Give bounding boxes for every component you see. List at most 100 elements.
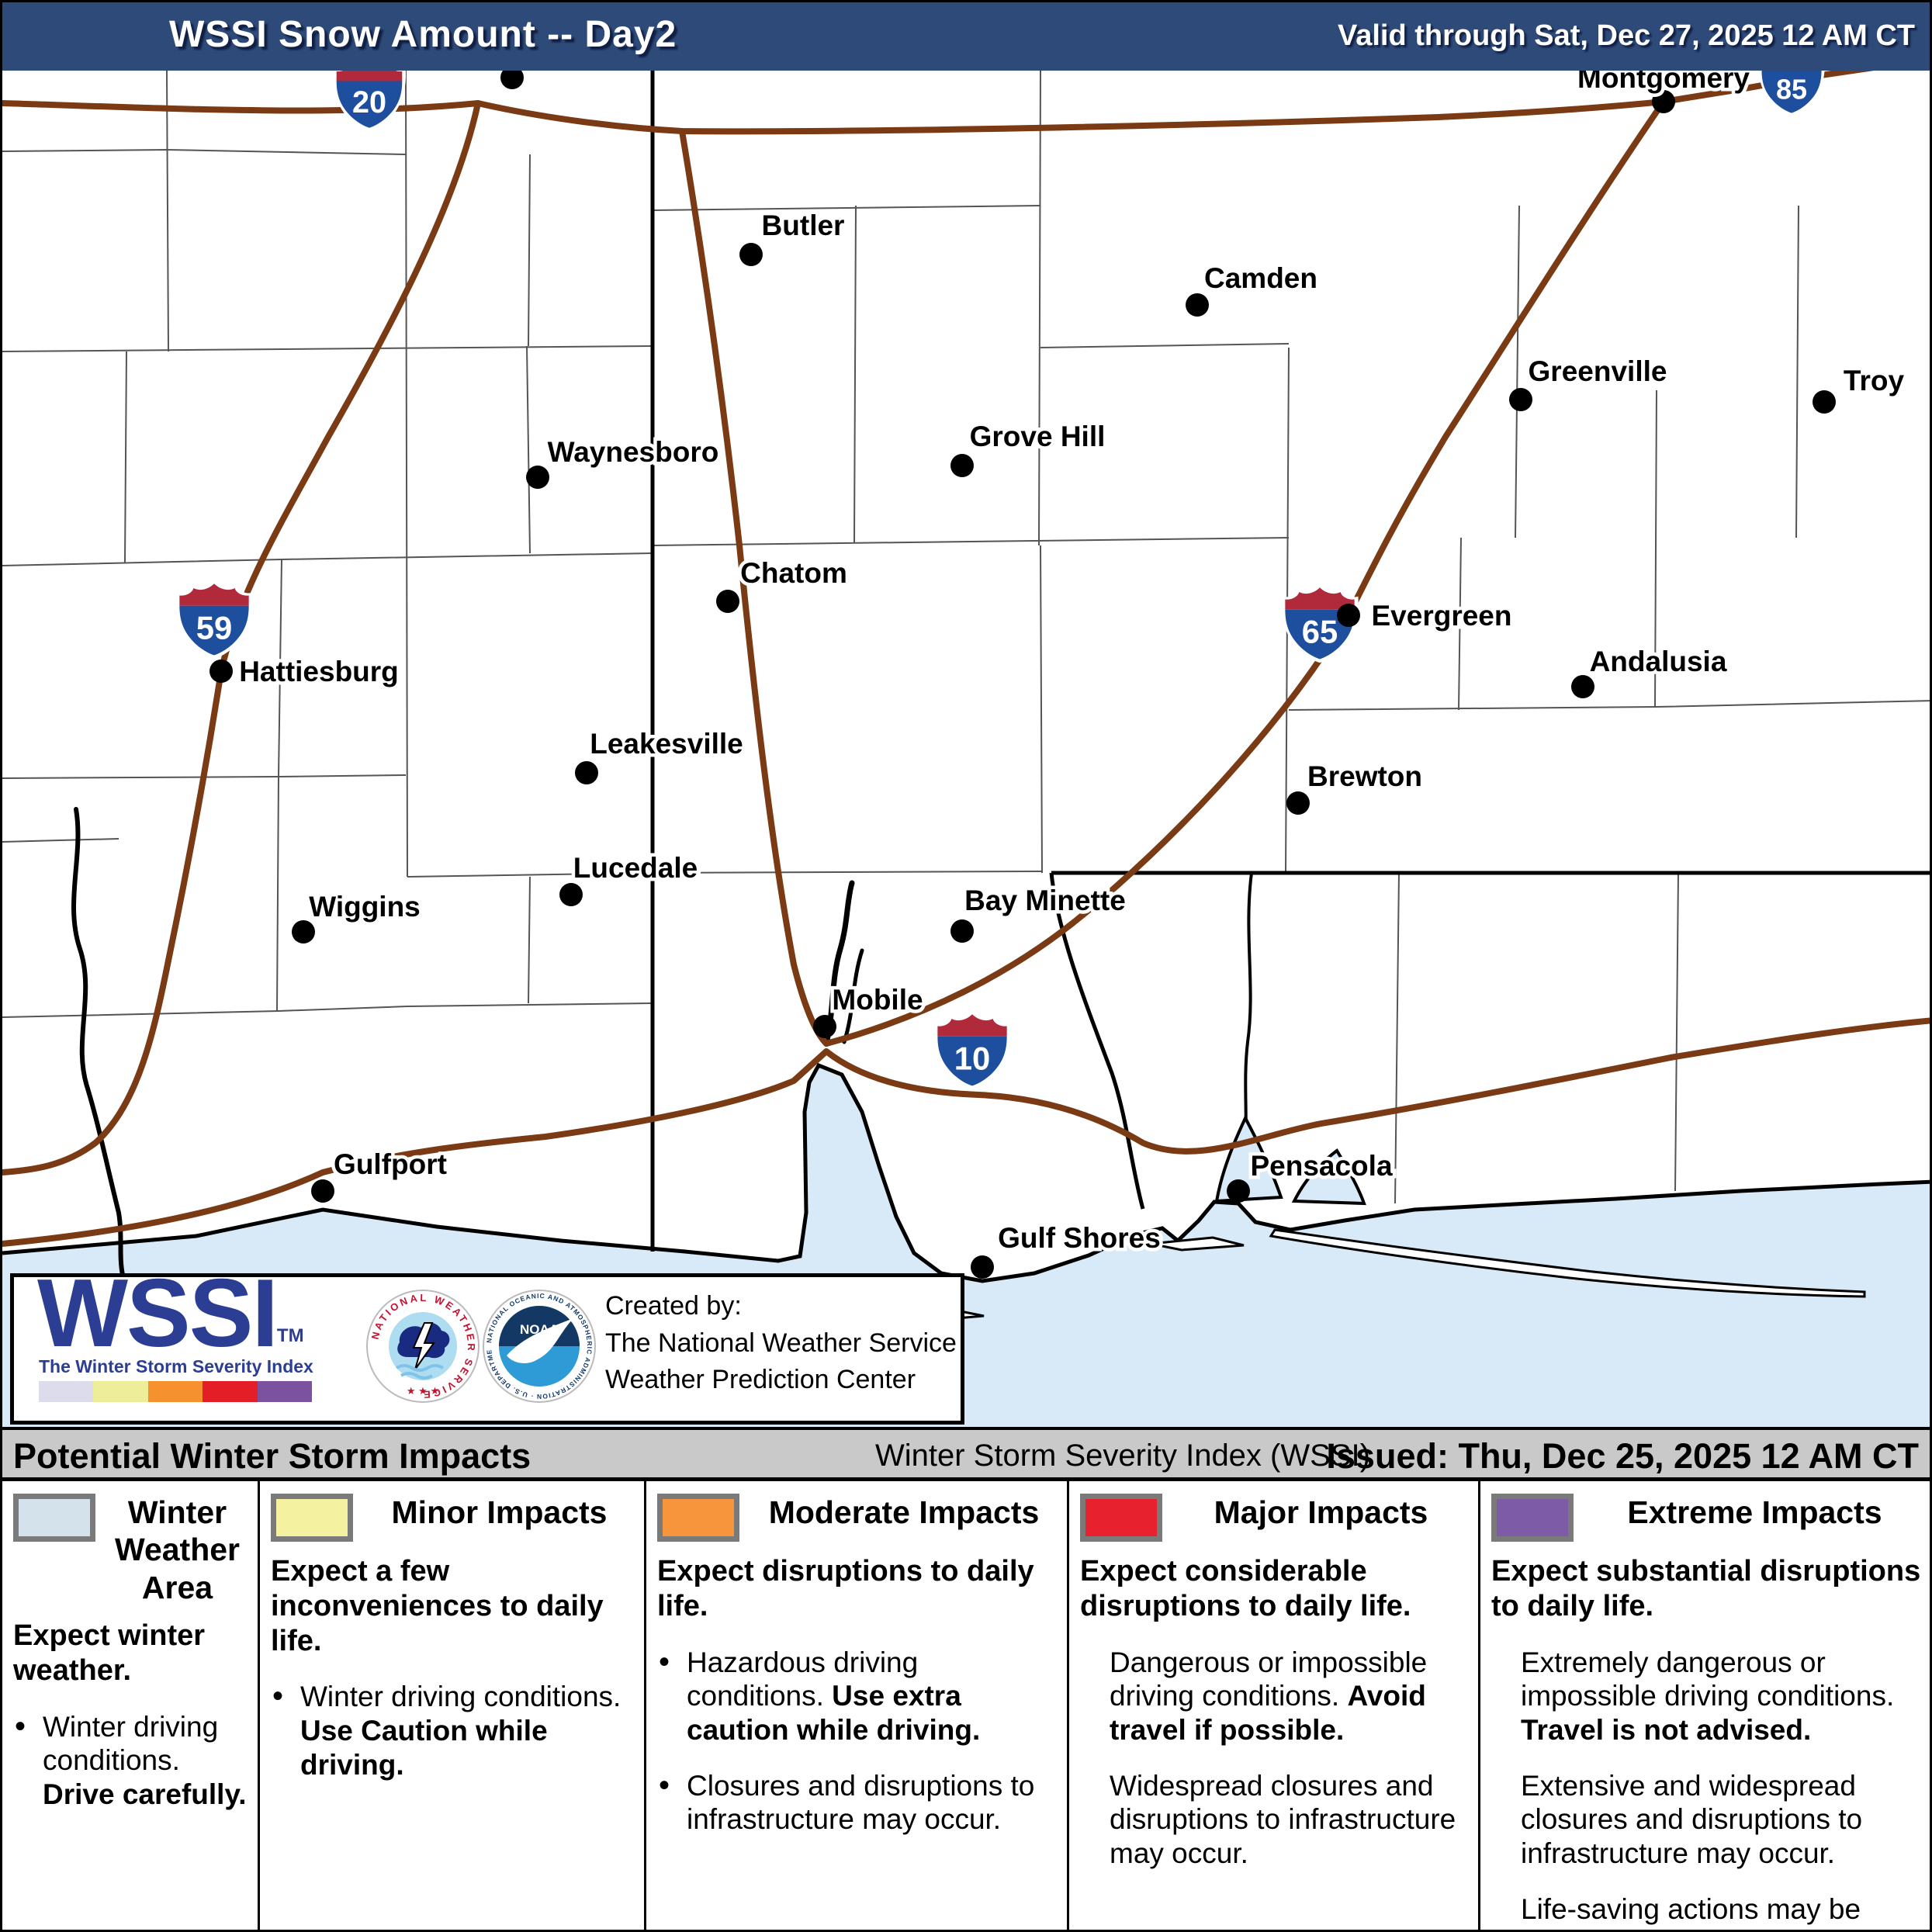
city-label: Mobile <box>832 984 923 1016</box>
status-bar-subtitle: Winter Storm Severity Index (WSSI) <box>875 1439 1370 1473</box>
status-bar-title: Potential Winter Storm Impacts <box>13 1436 531 1476</box>
moderate-impacts-swatch <box>657 1494 739 1542</box>
legend-items: Extremely dangerous or impossible drivin… <box>1487 1646 1930 1930</box>
interstate-59-shield: 59 <box>175 580 253 660</box>
city-label: Andalusia <box>1590 646 1727 677</box>
legend-title: Moderate Impacts <box>768 1494 1040 1530</box>
city-dot <box>209 660 233 683</box>
wssi-wordmark: WSSITM <box>37 1260 304 1367</box>
extreme-impacts-swatch <box>1491 1494 1574 1542</box>
legend-item: Widespread closures and disruptions to i… <box>1110 1769 1456 1869</box>
legend-title: Major Impacts <box>1214 1494 1428 1530</box>
city-label: Bay Minette <box>964 885 1126 916</box>
city-label: Pensacola <box>1250 1150 1392 1182</box>
legend-item: Life-saving actions may be needed. <box>1521 1892 1861 1930</box>
city-label: Grove Hill <box>970 421 1106 452</box>
nws-logo: NATIONAL WEATHER SERVICE ★ ★ ★ <box>366 1290 480 1403</box>
city-label: Butler <box>762 209 845 241</box>
nws-stars: ★ ★ ★ <box>407 1385 439 1397</box>
city-dot <box>716 590 739 613</box>
city-dot <box>971 1255 994 1279</box>
wssi-tagline: The Winter Storm Severity Index <box>39 1356 313 1376</box>
legend-summary: Expect winter weather. <box>13 1619 206 1687</box>
interstate-65-shield: 65 <box>1281 583 1359 663</box>
wssi-logo-box: WSSITM The Winter Storm Severity Index N… <box>10 1260 964 1425</box>
city-dot <box>311 1179 334 1203</box>
legend-title: Extreme Impacts <box>1627 1494 1882 1530</box>
legend-items: • Winter driving conditions. Use Caution … <box>266 1679 639 1781</box>
colorbar-segment <box>39 1381 94 1402</box>
legend-title: Minor Impacts <box>391 1494 608 1530</box>
legend-items: • Winter driving conditions. Drive carefu… <box>9 1709 253 1812</box>
city-label: Troy <box>1844 365 1905 396</box>
road-i10 <box>2 1017 1930 1247</box>
org-line-2: Weather Prediction Center <box>605 1365 916 1395</box>
city-label: Greenville <box>1529 355 1667 387</box>
city-dot <box>1571 675 1594 698</box>
state-lines <box>650 71 1930 1252</box>
page-title: WSSI Snow Amount -- Day2 <box>169 14 677 55</box>
city-dot <box>1652 90 1675 113</box>
city-label: Evergreen <box>1372 600 1512 632</box>
city-label: Gulf Shores <box>998 1222 1161 1254</box>
impact-legend: Winter Weather Area Expect winter weathe… <box>2 1481 1930 1930</box>
shield-number: 65 <box>1302 614 1338 650</box>
city-label: Wiggins <box>309 891 421 923</box>
interstate-20-shield: 20 <box>332 57 407 132</box>
road-us43 <box>679 128 829 1047</box>
legend-column-moderate: Moderate Impacts Expect disruptions to d… <box>646 1481 1069 1930</box>
legend-summary: Expect substantial disruptions to daily … <box>1491 1555 1921 1622</box>
title-bar: WSSI Snow Amount -- Day2 Valid through S… <box>2 2 1930 71</box>
legend-item: • Winter driving conditions. Drive carefu… <box>15 1709 247 1811</box>
legend-item: • Hazardous driving conditions. Use extra… <box>659 1644 981 1746</box>
major-impacts-swatch <box>1080 1494 1162 1542</box>
colorbar-segment <box>93 1381 148 1402</box>
shield-number: 10 <box>954 1040 991 1077</box>
city-dot <box>1286 791 1310 815</box>
interstate-10-shield: 10 <box>933 1010 1011 1090</box>
minor-impacts-swatch <box>271 1494 353 1542</box>
bullet-icon: • <box>659 1768 670 1802</box>
city-label: Chatom <box>740 557 847 589</box>
status-bar: Potential Winter Storm Impacts Winter St… <box>2 1427 1930 1481</box>
city-dot <box>950 919 974 943</box>
road-i20 <box>2 99 1667 135</box>
city-dot <box>559 883 583 906</box>
legend-item: Dangerous or impossible driving conditio… <box>1110 1646 1428 1746</box>
road-i65 <box>823 99 1667 1047</box>
created-by-line: Created by: <box>605 1291 742 1321</box>
escambia-bay <box>1214 1114 1283 1203</box>
road-i59 <box>2 100 481 1175</box>
legend-item: • Closures and disruptions to infrastruct… <box>659 1768 1035 1836</box>
colorbar-segment <box>203 1381 258 1402</box>
city-dot <box>575 761 598 784</box>
legend-title: Winter Weather Area <box>114 1494 241 1605</box>
legend-column-extreme: Extreme Impacts Expect substantial disru… <box>1480 1481 1930 1930</box>
wssi-colorbar <box>39 1381 313 1402</box>
county-lines <box>2 70 1930 1204</box>
legend-summary: Expect disruptions to daily life. <box>657 1555 1034 1622</box>
legend-item: Extremely dangerous or impossible drivin… <box>1521 1646 1895 1746</box>
legend-item: • Winter driving conditions. Use Caution … <box>272 1679 621 1781</box>
legend-item: Extensive and widespread closures and di… <box>1521 1769 1863 1869</box>
city-dot <box>1227 1179 1250 1203</box>
city-dot <box>1509 388 1532 411</box>
east-bay <box>1291 1148 1366 1206</box>
winter-weather-swatch <box>13 1494 95 1542</box>
shield-number: 85 <box>1776 74 1807 106</box>
city-dot <box>1186 293 1209 317</box>
city-label: Waynesboro <box>548 436 719 468</box>
city-label: Brewton <box>1307 760 1422 792</box>
city-label: Hattiesburg <box>239 656 399 687</box>
org-line-1: The National Weather Service <box>605 1328 957 1358</box>
legend-column-major: Major Impacts Expect considerable disrup… <box>1069 1481 1480 1930</box>
shield-number: 59 <box>196 610 233 646</box>
bullet-icon: • <box>659 1644 670 1679</box>
seagull-icon <box>507 1318 573 1364</box>
legend-items: • Hazardous driving conditions. Use extra… <box>653 1644 1062 1837</box>
bullet-icon: • <box>15 1709 26 1743</box>
valid-through-text: Valid through Sat, Dec 27, 2025 12 AM CT <box>1337 19 1915 52</box>
legend-summary: Expect considerable disruptions to daily… <box>1080 1555 1411 1622</box>
city-label: Camden <box>1204 262 1317 294</box>
